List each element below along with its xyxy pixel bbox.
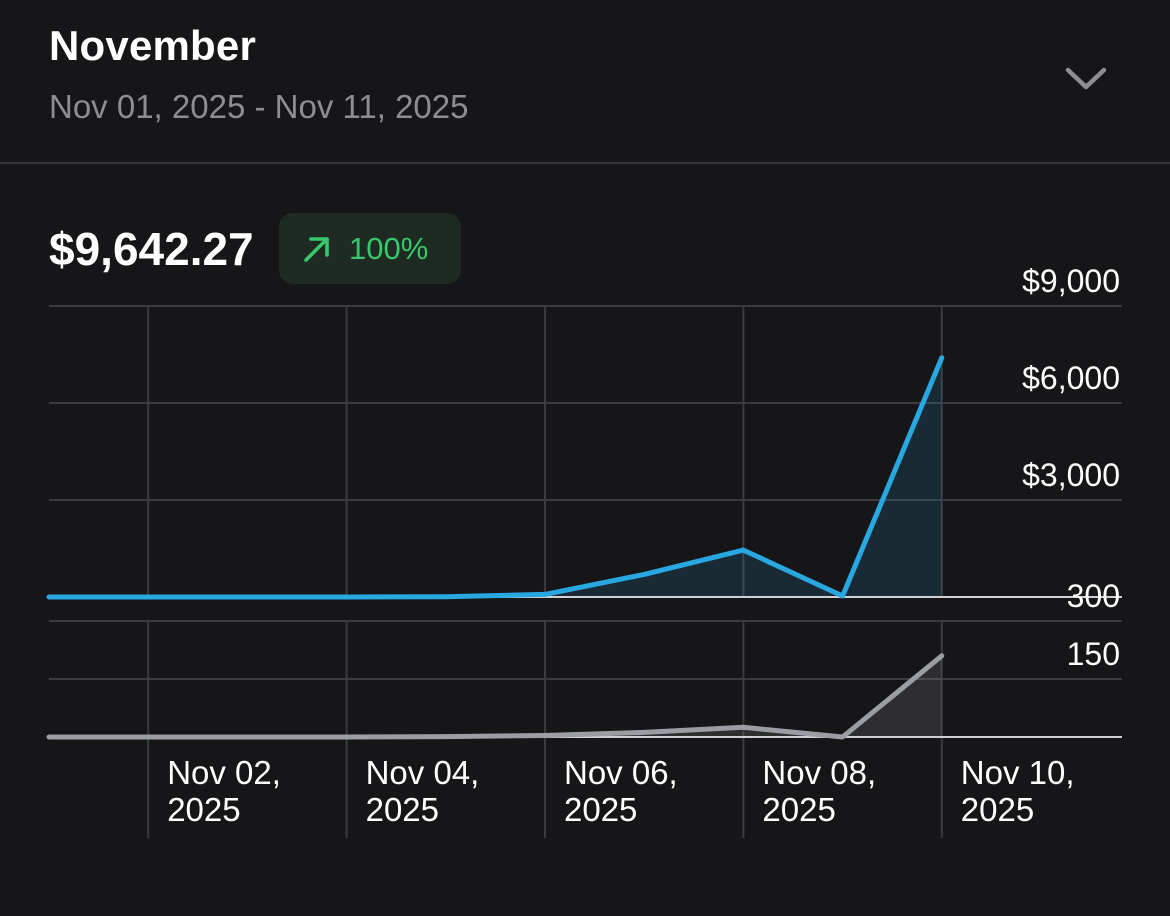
series-area <box>49 655 942 737</box>
change-percent: 100% <box>349 231 429 266</box>
x-tick-label: Nov 02, 2025 <box>167 754 281 828</box>
x-tick-label: Nov 04, 2025 <box>366 754 480 828</box>
series-line <box>46 355 945 600</box>
chevron-down-icon[interactable] <box>1062 62 1110 94</box>
x-tick-label: Nov 06, 2025 <box>564 754 678 828</box>
arrow-up-right-icon <box>304 237 329 262</box>
y-tick-label: 300 <box>1067 578 1120 614</box>
period-selector[interactable]: November Nov 01, 2025 - Nov 11, 2025 <box>0 0 1170 162</box>
y-tick-label: $3,000 <box>1022 457 1120 493</box>
date-range: Nov 01, 2025 - Nov 11, 2025 <box>49 88 469 125</box>
series-area <box>49 357 942 597</box>
header-divider <box>0 162 1170 164</box>
y-tick-label: 150 <box>1067 636 1120 672</box>
y-tick-label: $9,000 <box>1022 263 1120 299</box>
x-tick-label: Nov 08, 2025 <box>762 754 876 828</box>
change-badge: 100% <box>279 213 461 284</box>
series-line <box>46 653 945 740</box>
x-tick-label: Nov 10, 2025 <box>961 754 1075 828</box>
y-tick-label: $6,000 <box>1022 360 1120 396</box>
total-amount: $9,642.27 <box>49 223 254 275</box>
period-title: November <box>49 22 257 69</box>
